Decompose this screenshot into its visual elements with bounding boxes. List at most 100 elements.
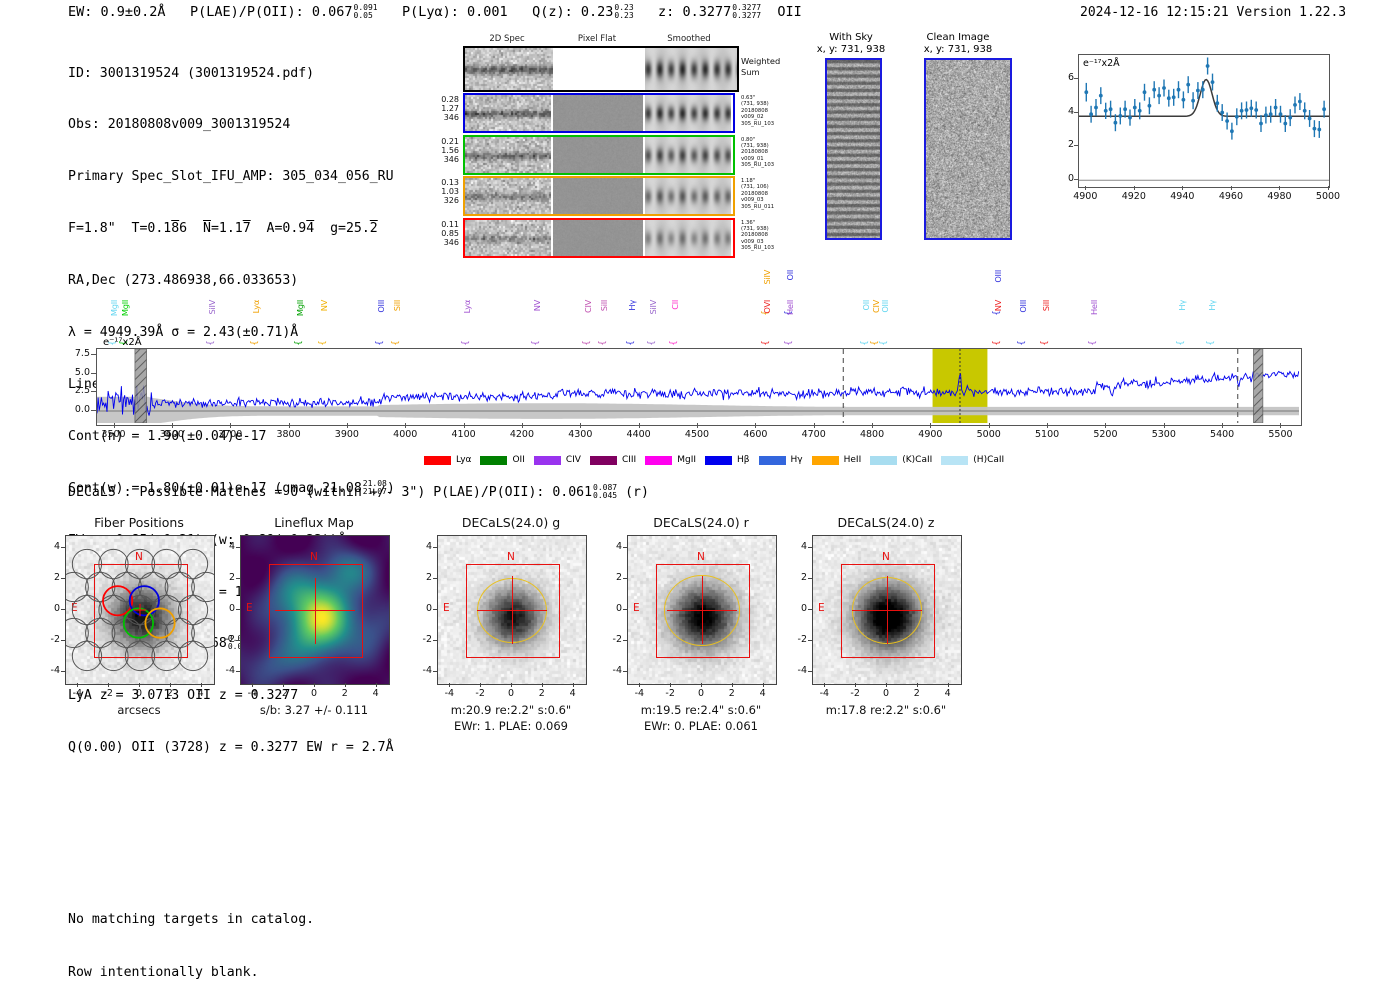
- info-obs: Obs: 20180808v009_3001319524: [68, 117, 291, 133]
- panel-y-tick-mark: [808, 639, 812, 641]
- emission-line-label: SiII: [1040, 300, 1051, 312]
- emission-line-label: CIV: [583, 300, 594, 314]
- spectrum-x-tick-mark: [930, 423, 932, 428]
- panel-x-tick-mark: [139, 683, 140, 687]
- header-z-label: z:: [658, 4, 675, 20]
- panel-y-tick-mark: [61, 670, 65, 672]
- panel-y-tick-mark: [236, 609, 240, 610]
- emission-line-label: OIII: [1017, 300, 1028, 313]
- emission-line-brace: {: [374, 340, 385, 346]
- panel-y-tick: 4: [800, 541, 807, 553]
- spec2d-col-header-pixelflat: Pixel Flat: [577, 34, 617, 44]
- panel-y-tick-mark: [808, 578, 812, 580]
- east-marker: E: [443, 602, 450, 614]
- spec2d-cell-raw: [465, 178, 553, 214]
- emission-line-brace: {: [250, 340, 261, 346]
- panel-x-tick: -4: [72, 688, 83, 699]
- panel-y-tick: -4: [612, 664, 622, 676]
- legend-label: CIII: [621, 455, 637, 465]
- panel-x-tick-mark: [77, 683, 79, 687]
- emission-line-label-row: MgII {MgII {SiIV {Lyα {MgII {NV {OIII {SiII {Lyα…: [0, 270, 1400, 348]
- spectrum-x-tick: 3700: [218, 429, 243, 440]
- panel-y-tick-mark: [61, 639, 65, 641]
- panel-x-tick-mark: [108, 683, 110, 687]
- panel-x-tick-mark: [701, 683, 702, 687]
- legend-item: CIV: [533, 455, 581, 465]
- panel-x-tick-mark: [541, 683, 543, 687]
- spec2d-row: [463, 134, 735, 175]
- panel-caption-primary: m:19.5 re:2.4" s:0.6": [640, 703, 762, 717]
- inset-x-tick: 5000: [1315, 191, 1341, 202]
- header-plya-label: P(Lyα):: [402, 4, 459, 20]
- panel-caption-secondary: EWr: 1. PLAE: 0.069: [454, 719, 568, 733]
- legend-swatch: [480, 455, 508, 465]
- info-lambda: λ = 4949.39Å σ = 2.43(±0.71)Å: [68, 325, 299, 341]
- legend-item: (K)CaII: [870, 455, 932, 465]
- panel-caption-secondary: EWr: 0. PLAE: 0.061: [644, 719, 758, 733]
- emission-line-brace: {: [1087, 340, 1098, 346]
- spectrum-x-tick: 3600: [159, 429, 184, 440]
- spectrum-x-tick: 4700: [801, 429, 826, 440]
- emission-line-label: NV: [992, 300, 1003, 312]
- panel-y-tick-mark: [433, 578, 437, 580]
- spectrum-x-tick: 5100: [1035, 429, 1060, 440]
- emission-line-brace: {: [1039, 340, 1050, 346]
- panel-title: DECaLS(24.0) r: [653, 515, 749, 530]
- spectrum-x-tick: 5400: [1210, 429, 1235, 440]
- spec2d-row: [463, 176, 735, 216]
- panel-x-tick: 2: [913, 688, 920, 699]
- fiber-circles: [66, 548, 214, 672]
- spectrum-x-tick: 5500: [1268, 429, 1293, 440]
- header-z-type: OII: [777, 4, 802, 20]
- emission-line-label: Hγ: [1177, 300, 1188, 311]
- aperture-box: [655, 563, 751, 659]
- line-fit-inset-plot: e⁻¹⁷x2Å 0 2 4 6 4900 4920 4940 4960 4980 5000: [1038, 50, 1340, 232]
- panel-y-tick: -4: [422, 664, 432, 676]
- panel-y-tick-mark: [236, 639, 240, 641]
- spec2d-cell-pixelflat: [553, 219, 645, 256]
- emission-line-label: SiII: [392, 300, 403, 312]
- inset-y-tick-mark: [1074, 145, 1078, 147]
- legend-label: (K)CaII: [902, 455, 933, 465]
- inset-y-tick-mark: [1074, 77, 1078, 79]
- info-params: F=1.8" T=0.186 N=1.17 A=0.94 g=25.2: [68, 221, 378, 237]
- info-radec: RA,Dec (273.486938,66.033653): [68, 273, 299, 289]
- spectrum-x-tick-mark: [463, 423, 465, 428]
- crosshair-vertical: [887, 576, 889, 644]
- panel-y-tick-mark: [623, 609, 627, 610]
- info-cont-n: Cont(n) = 1.90(±0.04)e-17: [68, 428, 267, 444]
- legend-swatch: [758, 455, 786, 465]
- panel-x-tick-mark: [480, 683, 482, 687]
- with-sky-cutout: [825, 58, 882, 240]
- inset-y-tick-mark: [1074, 111, 1078, 113]
- panel-y-tick: -4: [225, 664, 235, 676]
- emission-line-brace: {: [647, 340, 658, 346]
- emission-line-brace: {: [784, 340, 795, 346]
- panel-y-tick-mark: [61, 547, 65, 549]
- inset-x-tick: 4900: [1073, 191, 1098, 202]
- spec2d-row-left-label: 0.21 1.56 346: [441, 136, 459, 164]
- spec2d-panel-group: 2D Spec Pixel Flat Smoothed Weighted Sum …: [425, 34, 780, 258]
- inset-x-tick-mark: [1182, 186, 1184, 190]
- legend-label: CIV: [565, 455, 581, 465]
- full-spectrum-plot: [96, 348, 1302, 426]
- panel-y-tick-mark: [433, 639, 437, 641]
- spectrum-x-tick-mark: [638, 423, 640, 428]
- emission-line-label: HeII: [785, 300, 796, 316]
- panel-x-tick: -4: [247, 688, 258, 699]
- emission-line-brace: {: [860, 340, 871, 346]
- panel-y-tick-mark: [623, 547, 627, 549]
- emission-line-label: SiIV: [762, 270, 773, 285]
- header-plae-bounds: 0.091 0.05: [353, 3, 378, 20]
- spec2d-col-header-smoothed: Smoothed: [667, 34, 711, 44]
- header-z-bounds: 0.3277 0.3277: [732, 3, 762, 20]
- panel-y-tick-mark: [808, 670, 812, 672]
- spectrum-x-tick: 5000: [976, 429, 1001, 440]
- legend-label: MgII: [677, 455, 697, 465]
- spec2d-cell-raw: [465, 136, 553, 173]
- emission-line-label: SiIV: [206, 300, 217, 315]
- panel-y-tick: 4: [53, 541, 60, 553]
